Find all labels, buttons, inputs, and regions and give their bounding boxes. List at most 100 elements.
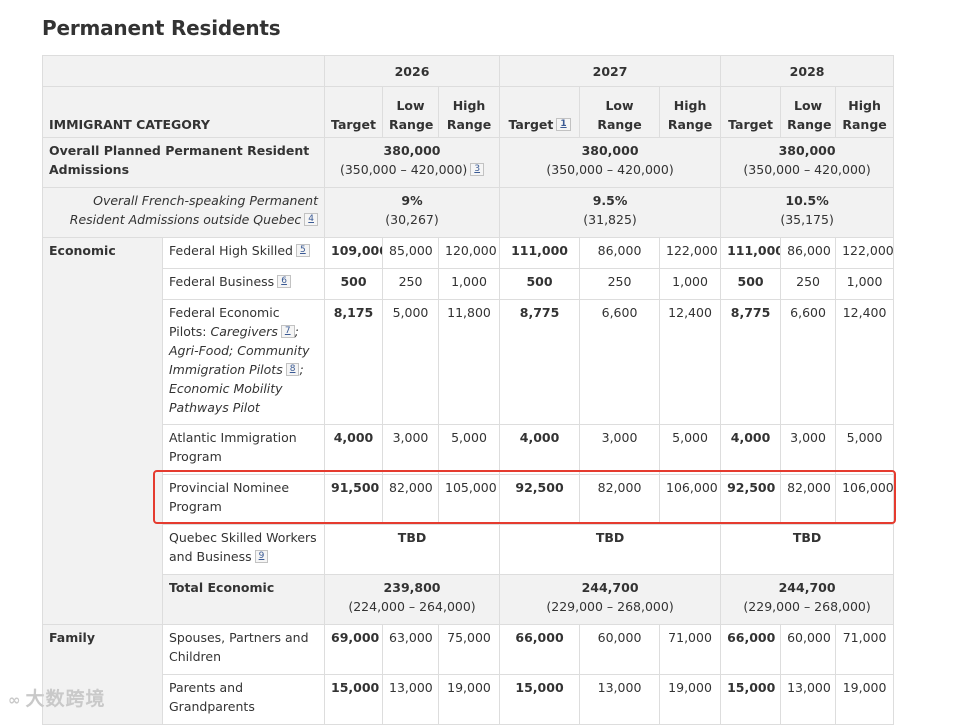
value-cell: 5,000 — [437, 424, 501, 475]
watermark-logo-icon: ∞ — [8, 691, 22, 709]
family-group-label: Family — [42, 624, 163, 725]
economic-mobility-label: ; Economic Mobility Pathways Pilot — [169, 362, 304, 415]
total-economic-2027-cell: 244,700 (229,000 – 268,000) — [499, 574, 722, 625]
value-cell: 3,000 — [579, 424, 661, 475]
value-cell: 82,000 — [780, 474, 837, 525]
french-speaking-label: Overall French-speaking Permanent Reside… — [69, 193, 318, 227]
value-cell: 1,000 — [659, 268, 722, 300]
atlantic-immigration-label: Atlantic Immigration Program — [162, 424, 325, 475]
federal-business-label-cell: Federal Business 6 — [162, 268, 325, 300]
value-cell: 106,000 — [659, 474, 722, 525]
total-economic-2028-range: (229,000 – 268,000) — [743, 599, 871, 614]
value-cell: 15,000 — [499, 674, 581, 725]
value-cell: 8,775 — [720, 299, 782, 425]
federal-economic-pilots-row: Federal Economic Pilots: Caregivers 7; Ag… — [43, 299, 895, 425]
footnote-7-link[interactable]: 7 — [280, 325, 295, 338]
federal-business-label: Federal Business — [169, 274, 275, 289]
quebec-2027-value: TBD — [499, 524, 722, 575]
total-economic-2027-range: (229,000 – 268,000) — [546, 599, 674, 614]
footnote-3-link[interactable]: 3 — [470, 163, 485, 176]
value-cell: 71,000 — [835, 624, 895, 675]
value-cell: 122,000 — [835, 237, 895, 269]
value-cell: 4,000 — [720, 424, 782, 475]
value-cell: 111,000 — [720, 237, 782, 269]
french-speaking-row: Overall French-speaking Permanent Reside… — [42, 187, 895, 238]
value-cell: 19,000 — [835, 674, 895, 725]
immigrant-category-header: IMMIGRANT CATEGORY — [42, 86, 325, 138]
low-range-header-2027: Low Range — [579, 86, 661, 138]
value-cell: 92,500 — [499, 474, 581, 525]
value-cell: 3,000 — [780, 424, 837, 475]
parents-grandparents-label: Parents and Grandparents — [162, 674, 325, 725]
overall-2026-cell: 380,000 (350,000 – 420,000) 3 — [323, 137, 501, 188]
economic-group-label: Economic — [42, 237, 163, 625]
watermark-text: 大数跨境 — [25, 688, 106, 710]
footnote-1-link[interactable]: 1 — [556, 118, 571, 131]
value-cell: 8,775 — [499, 299, 581, 425]
value-cell: 122,000 — [659, 237, 722, 269]
atlantic-immigration-row: Atlantic Immigration Program 4,000 3,000… — [43, 424, 895, 475]
value-cell: 69,000 — [324, 624, 383, 675]
target-header-2028: Target — [720, 86, 782, 138]
overall-2027-range: (350,000 – 420,000) — [546, 162, 674, 177]
value-cell: 60,000 — [780, 624, 837, 675]
value-cell: 6,600 — [780, 299, 837, 425]
overall-2028-value: 380,000 — [778, 143, 836, 158]
value-cell: 15,000 — [324, 674, 383, 725]
high-range-header-2028: High Range — [835, 86, 895, 138]
target-header-2026: Target — [324, 86, 383, 138]
total-economic-2027-value: 244,700 — [581, 580, 639, 595]
french-2026-value: 9% — [401, 193, 423, 208]
value-cell: 109,000 — [324, 237, 383, 269]
high-range-header-2027: High Range — [659, 86, 722, 138]
value-cell: 82,000 — [579, 474, 661, 525]
high-range-header-2026: High Range — [437, 86, 501, 138]
federal-economic-pilots-label: Federal Economic Pilots: — [169, 305, 280, 339]
value-cell: 4,000 — [324, 424, 383, 475]
federal-high-skilled-label: Federal High Skilled — [169, 243, 293, 258]
value-cell: 66,000 — [720, 624, 782, 675]
value-cell: 66,000 — [499, 624, 581, 675]
french-2028-range: (35,175) — [780, 212, 834, 227]
caregivers-label: Caregivers — [210, 324, 278, 339]
column-header-row: IMMIGRANT CATEGORY Target Low Range High… — [42, 86, 895, 138]
footnote-5-link[interactable]: 5 — [296, 244, 310, 257]
value-cell: 12,400 — [835, 299, 895, 425]
total-economic-2026-cell: 239,800 (224,000 – 264,000) — [323, 574, 501, 625]
value-cell: 3,000 — [382, 424, 439, 475]
value-cell: 60,000 — [579, 624, 661, 675]
value-cell: 500 — [499, 268, 581, 300]
total-economic-2028-cell: 244,700 (229,000 – 268,000) — [720, 574, 895, 625]
permanent-residents-table: 2026 2027 2028 IMMIGRANT CATEGORY Target… — [42, 55, 895, 725]
year-2027-header: 2027 — [499, 55, 722, 87]
total-economic-2028-value: 244,700 — [778, 580, 836, 595]
french-2026-range: (30,267) — [385, 212, 439, 227]
value-cell: 12,400 — [659, 299, 722, 425]
value-cell: 63,000 — [382, 624, 439, 675]
value-cell: 250 — [382, 268, 439, 300]
value-cell: 11,800 — [437, 299, 501, 425]
footnote-8-link[interactable]: 8 — [285, 363, 300, 376]
value-cell: 1,000 — [835, 268, 895, 300]
french-speaking-label-cell: Overall French-speaking Permanent Reside… — [42, 187, 325, 238]
quebec-2026-value: TBD — [323, 524, 501, 575]
low-range-header-2028: Low Range — [780, 86, 837, 138]
spouses-partners-row: Family Spouses, Partners and Children 69… — [42, 624, 895, 725]
value-cell: 8,175 — [324, 299, 383, 425]
target-header-2027: Target 1 — [499, 86, 581, 138]
overall-admissions-row: Overall Planned Permanent Resident Admis… — [42, 137, 895, 188]
value-cell: 1,000 — [437, 268, 501, 300]
value-cell: 85,000 — [382, 237, 439, 269]
year-2028-header: 2028 — [720, 55, 895, 87]
french-2027-cell: 9.5% (31,825) — [499, 187, 722, 238]
value-cell: 4,000 — [499, 424, 581, 475]
value-cell: 13,000 — [579, 674, 661, 725]
footnote-4-link[interactable]: 4 — [304, 213, 318, 226]
total-economic-2026-range: (224,000 – 264,000) — [348, 599, 476, 614]
footnote-6-link[interactable]: 6 — [277, 275, 291, 288]
value-cell: 13,000 — [780, 674, 837, 725]
footnote-9-link[interactable]: 9 — [254, 550, 269, 563]
value-cell: 86,000 — [579, 237, 661, 269]
quebec-skilled-label-cell: Quebec Skilled Workers and Business 9 — [162, 524, 325, 575]
value-cell: 105,000 — [437, 474, 501, 525]
